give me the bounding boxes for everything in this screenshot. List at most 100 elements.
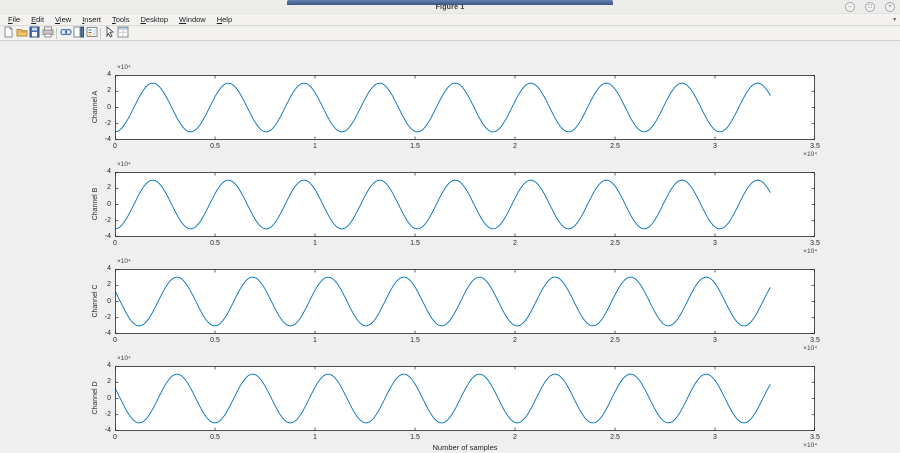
toolbar-property-inspector-button[interactable] <box>116 25 129 43</box>
y-axis-exponent: ×10⁴ <box>117 64 131 71</box>
x-axis-label: Number of samples <box>432 443 498 452</box>
menu-item-window[interactable]: Window <box>179 15 206 24</box>
property-inspector-icon <box>117 25 129 43</box>
toolbar-new-figure-button[interactable] <box>2 26 15 40</box>
close-button[interactable]: × <box>885 2 895 12</box>
axes-box <box>115 269 815 334</box>
x-tick-label: 3.5 <box>810 143 820 150</box>
y-tick-label: -2 <box>104 119 111 127</box>
signal-line <box>115 82 771 133</box>
menu-item-view[interactable]: View <box>55 15 72 24</box>
x-tick-label: 0.5 <box>210 240 220 247</box>
x-tick-label: 0.5 <box>210 434 220 441</box>
x-tick-label: 1 <box>313 240 317 247</box>
y-tick-label: 2 <box>107 184 111 192</box>
toolbar-separator <box>56 28 57 39</box>
menu-item-file[interactable]: File <box>8 15 21 24</box>
toolbar-insert-colorbar-button[interactable] <box>72 25 85 43</box>
y-tick-label: 2 <box>107 281 111 289</box>
axes-area <box>115 269 815 334</box>
figure-toolbar <box>0 25 900 43</box>
x-tick-label: 2 <box>513 337 517 344</box>
window-controls: – □ × <box>845 2 895 12</box>
link-plot-icon <box>59 25 72 43</box>
menu-item-desktop[interactable]: Desktop <box>140 15 169 24</box>
y-tick-label: 4 <box>107 71 111 78</box>
x-tick-label: 1 <box>313 434 317 441</box>
y-axis-exponent: ×10⁴ <box>117 161 131 168</box>
y-tick-label: -4 <box>104 427 111 434</box>
x-tick-label: 3.5 <box>810 337 820 344</box>
y-tick-label: 4 <box>107 168 111 175</box>
x-tick-label: 0 <box>113 434 117 441</box>
axes-area <box>115 75 815 140</box>
x-tick-label: 3 <box>713 240 717 247</box>
toolbar-save-figure-button[interactable] <box>28 25 41 43</box>
y-tick-label: 2 <box>107 87 111 95</box>
x-tick-label: 2.5 <box>610 240 620 247</box>
y-axis-exponent: ×10⁴ <box>117 258 131 265</box>
x-tick-label: 0 <box>113 337 117 344</box>
y-tick-label: -2 <box>104 216 111 224</box>
y-tick-label: 0 <box>107 297 111 305</box>
x-tick-label: 2.5 <box>610 337 620 344</box>
subplot-channel-c: Channel C ×10⁴ 4 2 0 -2 -4 0 0.5 1 1.5 2 2.5 3 3.5 ×10⁴ <box>90 257 835 356</box>
x-tick-label: 0 <box>113 143 117 150</box>
x-axis-exponent: ×10⁴ <box>803 248 817 255</box>
subplot-channel-d: Channel D ×10⁴ 4 2 0 -2 -4 0 0.5 1 1.5 2 2.5 3 3.5 ×10⁴… <box>90 354 835 453</box>
x-axis-exponent: ×10⁴ <box>803 151 817 158</box>
signal-line <box>115 276 771 327</box>
menu-bar: File Edit View Insert Tools Desktop Window Help <box>0 13 900 26</box>
y-tick-label: 0 <box>107 200 111 208</box>
menu-item-help[interactable]: Help <box>216 15 233 24</box>
subplot-channel-a: Channel A ×10⁴ 4 2 0 -2 -4 0 0.5 1 1.5 2 2.5 3 3.5 ×10⁴ <box>90 63 835 162</box>
x-tick-label: 1.5 <box>410 143 420 150</box>
x-tick-label: 1.5 <box>410 337 420 344</box>
x-tick-label: 2.5 <box>610 434 620 441</box>
menu-item-tools[interactable]: Tools <box>111 15 130 24</box>
maximize-button[interactable]: □ <box>865 2 875 12</box>
y-axis-exponent: ×10⁴ <box>117 355 131 362</box>
toolbar-edit-plot-button[interactable] <box>103 25 116 43</box>
y-tick-label: 0 <box>107 103 111 111</box>
signal-line <box>115 179 771 230</box>
x-axis-exponent: ×10⁴ <box>803 442 817 449</box>
y-tick-label: -2 <box>104 313 111 321</box>
window-title: Figure 1 <box>435 4 465 11</box>
subplot-channel-b: Channel B ×10⁴ 4 2 0 -2 -4 0 0.5 1 1.5 2 2.5 3 3.5 ×10⁴ <box>90 160 835 259</box>
open-file-icon <box>16 25 28 43</box>
window-tab-strip <box>287 0 613 5</box>
x-tick-label: 2 <box>513 143 517 150</box>
axes-area <box>115 366 815 431</box>
axes-box <box>115 172 815 237</box>
y-tick-label: 0 <box>107 394 111 402</box>
x-tick-label: 3 <box>713 143 717 150</box>
x-tick-label: 0 <box>113 240 117 247</box>
x-tick-label: 2.5 <box>610 143 620 150</box>
x-tick-label: 3.5 <box>810 240 820 247</box>
toolbar-link-plot-button[interactable] <box>59 27 72 40</box>
print-figure-icon <box>42 25 54 43</box>
axes-box <box>115 366 815 431</box>
insert-legend-icon <box>86 25 98 43</box>
minimize-button[interactable]: – <box>845 2 855 12</box>
menu-overflow-arrow-icon[interactable]: ▾ <box>893 17 896 23</box>
x-axis-exponent: ×10⁴ <box>803 345 817 352</box>
insert-colorbar-icon <box>73 25 84 43</box>
y-tick-label: 2 <box>107 378 111 386</box>
x-tick-label: 3 <box>713 434 717 441</box>
x-tick-label: 1.5 <box>410 240 420 247</box>
window-titlebar[interactable]: Figure 1 – □ × <box>0 0 900 13</box>
x-tick-label: 3 <box>713 337 717 344</box>
menu-item-edit[interactable]: Edit <box>31 15 45 24</box>
y-tick-label: -4 <box>104 136 111 143</box>
toolbar-open-file-button[interactable] <box>15 27 28 40</box>
toolbar-insert-legend-button[interactable] <box>85 25 98 43</box>
y-tick-label: -4 <box>104 233 111 240</box>
save-figure-icon <box>29 25 40 43</box>
x-tick-label: 2 <box>513 240 517 247</box>
edit-plot-icon <box>104 25 115 43</box>
menu-item-insert[interactable]: Insert <box>82 15 101 24</box>
toolbar-print-figure-button[interactable] <box>41 25 54 43</box>
x-tick-label: 3.5 <box>810 434 820 441</box>
